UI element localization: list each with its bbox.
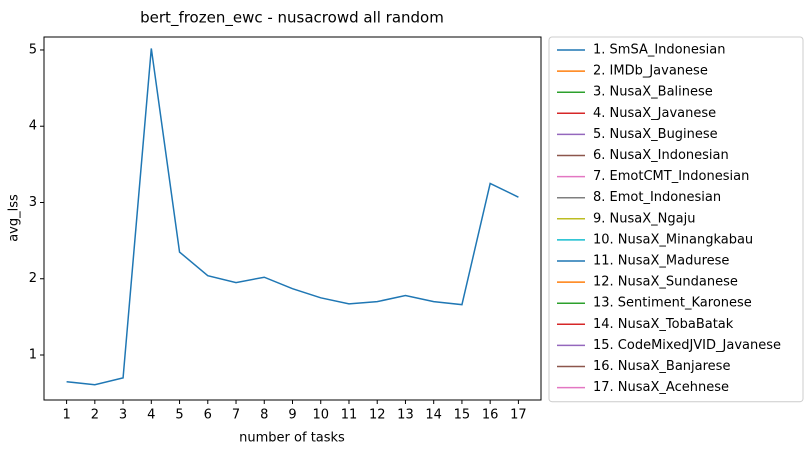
- x-tick-label: 16: [482, 408, 499, 423]
- legend-label: 17. NusaX_Acehnese: [593, 380, 729, 395]
- x-axis-label: number of tasks: [239, 431, 345, 446]
- x-tick-label: 3: [119, 408, 127, 423]
- plot-frame: [43, 36, 542, 401]
- y-tick-label: 2: [29, 271, 37, 286]
- x-tick-label: 17: [510, 408, 527, 423]
- x-tick-label: 7: [232, 408, 240, 423]
- legend-box: [548, 36, 804, 403]
- x-tick-label: 14: [425, 408, 442, 423]
- y-tick-label: 5: [29, 42, 37, 57]
- x-tick-label: 2: [91, 408, 99, 423]
- x-tick-label: 1: [62, 408, 70, 423]
- legend-label: 1. SmSA_Indonesian: [593, 43, 725, 58]
- legend-label: 8. Emot_Indonesian: [593, 190, 721, 205]
- legend-label: 14. NusaX_TobaBatak: [593, 317, 734, 332]
- legend-label: 3. NusaX_Balinese: [593, 85, 713, 100]
- x-tick-label: 6: [204, 408, 212, 423]
- y-axis-label: avg_lss: [7, 194, 22, 242]
- legend-label: 6. NusaX_Indonesian: [593, 148, 729, 163]
- legend-label: 11. NusaX_Madurese: [593, 254, 729, 269]
- x-tick-label: 8: [260, 408, 268, 423]
- y-tick-label: 4: [29, 119, 37, 134]
- legend-label: 12. NusaX_Sundanese: [593, 275, 738, 290]
- chart-title: bert_frozen_ewc - nusacrowd all random: [140, 9, 444, 28]
- x-tick-label: 13: [397, 408, 414, 423]
- x-tick-label: 9: [288, 408, 296, 423]
- y-tick-label: 1: [29, 348, 37, 363]
- legend-label: 9. NusaX_Ngaju: [593, 211, 695, 226]
- x-tick-label: 11: [341, 408, 358, 423]
- legend-label: 15. CodeMixedJVID_Javanese: [593, 338, 781, 353]
- legend-label: 4. NusaX_Javanese: [593, 106, 716, 121]
- x-tick-label: 4: [147, 408, 155, 423]
- legend-label: 16. NusaX_Banjarese: [593, 359, 730, 374]
- x-tick-label: 5: [175, 408, 183, 423]
- x-tick-label: 15: [454, 408, 471, 423]
- x-tick-label: 10: [312, 408, 329, 423]
- y-tick-label: 3: [29, 195, 37, 210]
- x-tick-label: 12: [369, 408, 386, 423]
- legend-label: 7. EmotCMT_Indonesian: [593, 169, 749, 184]
- legend-label: 5. NusaX_Buginese: [593, 127, 718, 142]
- data-line: [66, 48, 519, 386]
- legend-label: 2. IMDb_Javanese: [593, 64, 708, 79]
- legend-label: 13. Sentiment_Karonese: [593, 296, 752, 311]
- legend-label: 10. NusaX_Minangkabau: [593, 232, 753, 247]
